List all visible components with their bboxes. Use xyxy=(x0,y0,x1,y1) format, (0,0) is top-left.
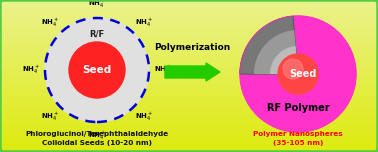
Wedge shape xyxy=(240,16,298,74)
Text: Seed: Seed xyxy=(289,69,317,79)
Text: Polymerization: Polymerization xyxy=(154,43,231,52)
Text: RF Polymer: RF Polymer xyxy=(267,103,329,113)
Wedge shape xyxy=(260,36,298,74)
Text: NH$_4^+$: NH$_4^+$ xyxy=(41,111,59,123)
Text: NH$_4^+$: NH$_4^+$ xyxy=(154,64,172,76)
Text: (35-105 nm): (35-105 nm) xyxy=(273,140,323,146)
Text: NH$_4^+$: NH$_4^+$ xyxy=(88,0,106,10)
FancyArrow shape xyxy=(165,63,220,81)
Circle shape xyxy=(69,42,125,98)
Text: NH$_4^+$: NH$_4^+$ xyxy=(22,64,40,76)
Text: NH$_4^+$: NH$_4^+$ xyxy=(88,130,106,142)
Text: NH$_4^+$: NH$_4^+$ xyxy=(135,17,153,29)
Text: NH$_4^+$: NH$_4^+$ xyxy=(135,111,153,123)
Wedge shape xyxy=(254,30,298,74)
Circle shape xyxy=(45,18,149,122)
Text: Polymer Nanospheres: Polymer Nanospheres xyxy=(253,131,343,137)
Polygon shape xyxy=(254,30,298,74)
Polygon shape xyxy=(270,46,298,74)
Polygon shape xyxy=(240,16,298,74)
Text: Phloroglucinol/Terephthalaldehyde: Phloroglucinol/Terephthalaldehyde xyxy=(25,131,169,137)
Text: NH$_4^+$: NH$_4^+$ xyxy=(41,17,59,29)
Text: Seed: Seed xyxy=(82,65,112,75)
Circle shape xyxy=(240,16,356,132)
Text: R/F: R/F xyxy=(90,29,105,38)
Text: Colloidal Seeds (10-20 nm): Colloidal Seeds (10-20 nm) xyxy=(42,140,152,146)
Circle shape xyxy=(283,59,303,79)
Circle shape xyxy=(278,54,318,94)
